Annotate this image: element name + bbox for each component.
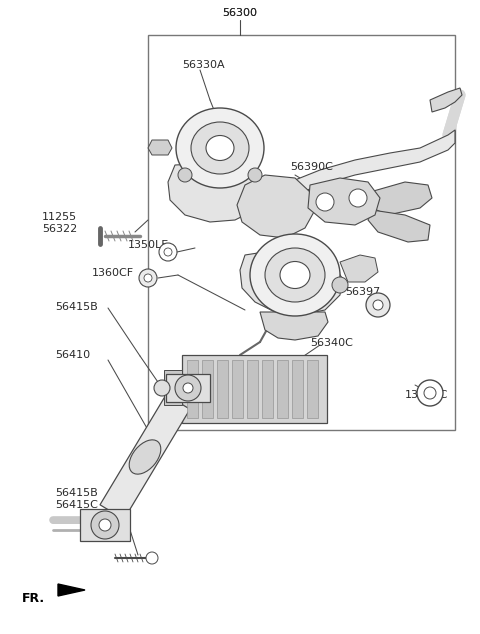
Circle shape	[366, 293, 390, 317]
Text: 56415B: 56415B	[55, 302, 98, 312]
Circle shape	[175, 375, 201, 401]
Text: 56397: 56397	[345, 287, 380, 297]
Text: FR.: FR.	[22, 592, 45, 605]
Text: 1360CF: 1360CF	[92, 268, 134, 278]
Polygon shape	[237, 175, 315, 238]
Bar	[166, 374, 210, 402]
Polygon shape	[430, 88, 462, 112]
Polygon shape	[148, 140, 172, 155]
Circle shape	[248, 168, 262, 182]
Text: 56300: 56300	[223, 8, 257, 18]
Polygon shape	[368, 210, 430, 242]
Bar	[80, 509, 130, 541]
Bar	[277, 360, 288, 418]
Bar	[182, 355, 327, 423]
Bar	[292, 360, 303, 418]
Circle shape	[183, 383, 193, 393]
Polygon shape	[100, 395, 190, 519]
Text: 56330A: 56330A	[182, 60, 225, 70]
Text: 56415C: 56415C	[55, 500, 98, 510]
Ellipse shape	[280, 261, 310, 288]
Polygon shape	[58, 584, 85, 596]
Circle shape	[139, 269, 157, 287]
Bar	[217, 360, 228, 418]
Ellipse shape	[191, 122, 249, 174]
Ellipse shape	[250, 234, 340, 316]
Bar	[232, 360, 243, 418]
Text: 1350LE: 1350LE	[128, 240, 169, 250]
Text: 56300: 56300	[223, 8, 257, 18]
Text: 56340C: 56340C	[310, 338, 353, 348]
Circle shape	[144, 274, 152, 282]
Polygon shape	[260, 312, 328, 340]
Ellipse shape	[176, 108, 264, 188]
Circle shape	[332, 277, 348, 293]
Circle shape	[373, 300, 383, 310]
Bar	[247, 360, 258, 418]
Circle shape	[178, 168, 192, 182]
Text: 56410: 56410	[55, 350, 90, 360]
Circle shape	[146, 552, 158, 564]
Circle shape	[417, 380, 443, 406]
Polygon shape	[340, 255, 378, 282]
Polygon shape	[168, 162, 262, 222]
Bar	[307, 360, 318, 418]
Circle shape	[159, 243, 177, 261]
Circle shape	[154, 380, 170, 396]
Text: 1327AC: 1327AC	[405, 390, 448, 400]
Text: 56390C: 56390C	[290, 162, 333, 172]
Ellipse shape	[265, 248, 325, 302]
Circle shape	[164, 248, 172, 256]
Circle shape	[424, 387, 436, 399]
Text: 11255: 11255	[42, 212, 77, 222]
Bar	[262, 360, 273, 418]
Circle shape	[99, 519, 111, 531]
Polygon shape	[370, 182, 432, 215]
Ellipse shape	[206, 136, 234, 160]
Bar	[148, 35, 455, 430]
Circle shape	[316, 193, 334, 211]
Polygon shape	[308, 178, 380, 225]
Bar	[187, 360, 198, 418]
Polygon shape	[240, 248, 342, 315]
Polygon shape	[295, 130, 455, 195]
Bar	[202, 360, 213, 418]
Circle shape	[349, 189, 367, 207]
Bar	[164, 370, 182, 405]
Ellipse shape	[129, 440, 161, 474]
Circle shape	[91, 511, 119, 539]
Text: 56415B: 56415B	[55, 488, 98, 498]
Text: 56322: 56322	[42, 224, 77, 234]
